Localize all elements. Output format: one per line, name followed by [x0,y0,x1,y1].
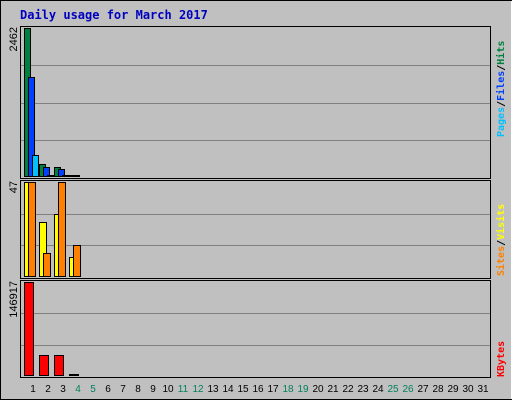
x-axis-ticks: 1 2 3 4 5 6 7 8 9 10 11 12 13 14 15 16 17 18 19 20 21 22 23 24 2… [30,384,489,395]
x-tick-label: 30 [462,384,474,395]
x-tick-label: 16 [252,384,264,395]
legend-hits: Hits [495,41,507,65]
x-tick-label: 22 [342,384,354,395]
legend-visits: Visits [495,204,507,240]
bar-sites-day-3 [58,182,66,277]
x-tick-label: 25 [387,384,399,395]
bar-pages-day-3 [62,175,69,177]
x-tick-label: 24 [372,384,384,395]
x-tick-label: 26 [402,384,414,395]
panel-visits-frame [20,180,491,279]
x-tick-label: 6 [105,384,111,395]
x-tick-label: 1 [30,384,36,395]
legend-files: Files [495,71,507,101]
x-tick-label: 19 [297,384,309,395]
legend-kbytes: KBytes [496,341,507,377]
x-tick-label: 31 [477,384,489,395]
panel-hits-max-label: 2462 [8,27,20,51]
bar-sites-day-1 [28,182,36,277]
x-tick-label: 7 [120,384,126,395]
x-tick-label: 10 [162,384,174,395]
x-tick-label: 14 [222,384,234,395]
x-tick-label: 20 [312,384,324,395]
x-tick-label: 21 [327,384,339,395]
bar-pages-day-2 [47,175,54,177]
x-tick-label: 29 [447,384,459,395]
x-tick-label: 9 [150,384,156,395]
panel-kbytes-frame [20,280,491,378]
bar-kbytes-day-3 [54,355,64,376]
gridlines [21,65,490,346]
bar-files-day-2 [43,167,50,177]
bar-kbytes-day-1 [24,282,34,376]
x-tick-label: 5 [90,384,96,395]
legend-pages: Pages [496,107,507,137]
legend-visits-panel: Sites/Visits [495,204,507,276]
legend-sep-1: / [496,101,507,107]
bar-sites-day-2 [43,253,51,277]
panel-kbytes-max-label: 146917 [8,281,20,318]
x-tick-label: 18 [282,384,294,395]
legend-hits-panel: Pages/Files/Hits [495,41,507,137]
legend-sep-2: / [496,65,507,71]
x-tick-label: 27 [417,384,429,395]
x-tick-label: 13 [207,384,219,395]
x-tick-label: 23 [357,384,369,395]
x-tick-label: 28 [432,384,444,395]
bar-files-day-4 [73,175,80,177]
bars [24,28,81,376]
bar-files-day-3 [58,169,65,177]
legend-sep-3: / [496,240,507,246]
legend-sites: Sites [495,246,507,276]
x-tick-label: 2 [45,384,51,395]
x-tick-label: 8 [135,384,141,395]
x-tick-label: 17 [267,384,279,395]
bar-kbytes-day-2 [39,355,49,376]
x-tick-label: 11 [178,384,189,395]
x-tick-label: 12 [192,384,204,395]
panel-visits-max-label: 47 [8,181,20,193]
legend-kbytes-panel: KBytes [496,341,507,377]
bar-files-day-1 [28,77,35,177]
chart-title: Daily usage for March 2017 [20,8,208,22]
x-tick-label: 15 [237,384,249,395]
bar-pages-day-1 [32,155,39,177]
panel-hits-frame [20,26,491,179]
x-tick-label: 4 [75,384,81,395]
bar-kbytes-day-4 [69,374,79,376]
bar-sites-day-4 [73,245,81,277]
x-tick-label: 3 [60,384,66,395]
